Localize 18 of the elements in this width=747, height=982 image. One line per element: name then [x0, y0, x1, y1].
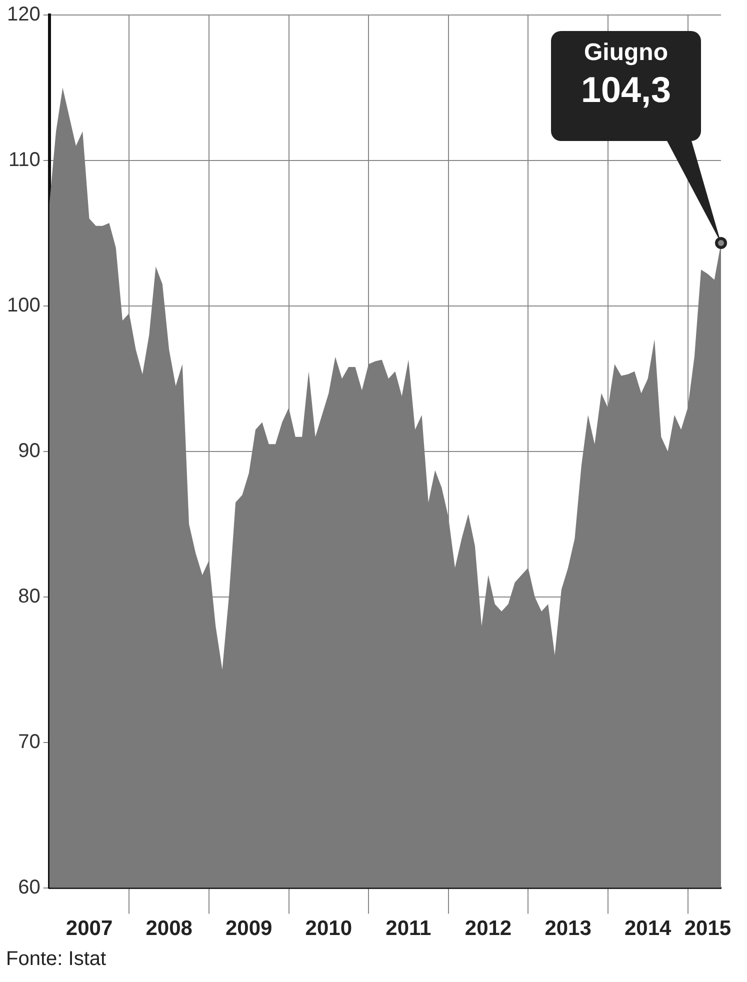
x-tick-label: 2015	[684, 917, 732, 940]
x-tick-label: 2011	[386, 917, 432, 940]
y-tick-label: 70	[18, 730, 40, 753]
y-tick-label: 80	[18, 585, 40, 608]
x-tick-label: 2007	[66, 917, 113, 940]
x-tick-label: 2009	[226, 917, 272, 940]
y-tick-label: 100	[6, 294, 40, 316]
x-tick-label: 2013	[544, 917, 592, 940]
y-tick-label: 60	[18, 876, 40, 898]
source-note: Fonte: Istat	[6, 948, 106, 971]
y-tick-label: 120	[6, 4, 40, 26]
x-tick-label: 2008	[146, 917, 193, 940]
x-tick-label: 2010	[305, 917, 352, 940]
x-tick-label: 2014	[624, 917, 672, 940]
y-tick-label: 110	[8, 148, 40, 171]
y-tick-label: 90	[18, 440, 40, 462]
x-tick-label: 2012	[464, 917, 512, 940]
annotation: Giugno 104,3	[580, 39, 672, 112]
